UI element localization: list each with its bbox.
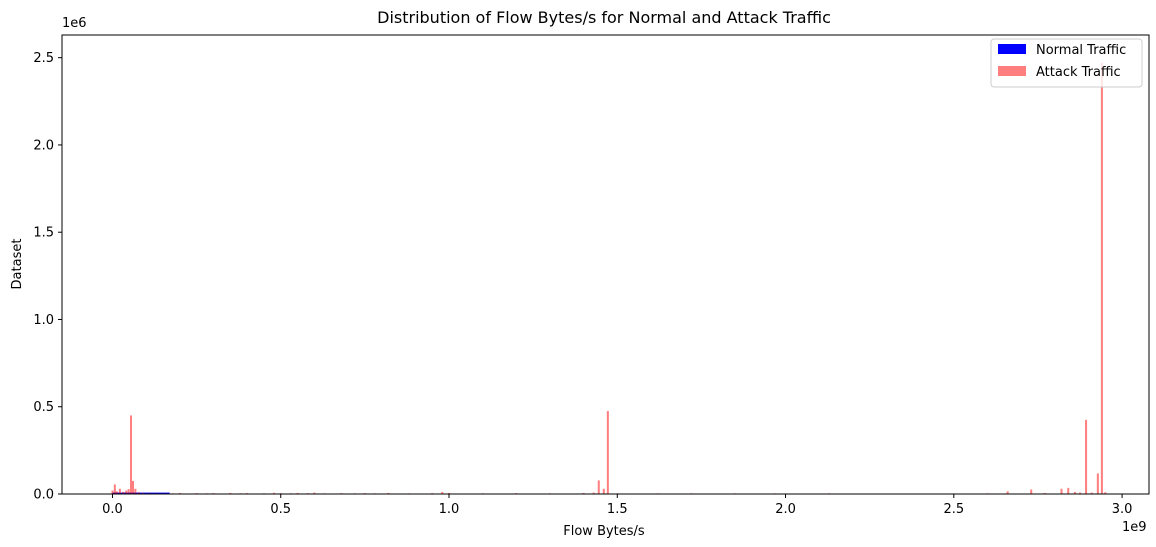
- attack-traffic-bar: [1085, 419, 1088, 494]
- attack-traffic-bar: [131, 480, 135, 494]
- x-tick-label: 0.0: [102, 502, 123, 517]
- attack-traffic-bar: [606, 411, 609, 494]
- x-tick-label: 2.0: [775, 502, 796, 517]
- y-tick-label: 0.0: [33, 488, 54, 503]
- x-axis-label: Flow Bytes/s: [563, 524, 645, 539]
- plot-frame: [61, 34, 1150, 495]
- attack-traffic-bar: [111, 490, 114, 494]
- y-offset-label: 1e6: [62, 16, 87, 31]
- attack-traffic-bar: [137, 492, 140, 494]
- x-offset-label: 1e9: [1122, 520, 1147, 535]
- attack-traffic-bar: [592, 492, 595, 494]
- attack-traffic-bar: [113, 484, 116, 494]
- attack-traffic-bar: [273, 492, 276, 494]
- legend-swatch-attack: [998, 66, 1026, 76]
- attack-traffic-bar: [178, 492, 181, 494]
- y-axis: 0.0 0.5 1.0 1.5 2.0 2.5: [33, 51, 62, 503]
- attack-traffic-bar: [1073, 491, 1076, 494]
- attack-traffic-bar: [118, 488, 121, 494]
- attack-traffic-bar: [1096, 473, 1099, 494]
- attack-traffic-bar: [387, 492, 390, 494]
- y-tick-label: 1.5: [33, 226, 54, 241]
- attack-traffic-bar: [1006, 491, 1009, 494]
- attack-traffic-bar: [582, 492, 585, 494]
- attack-traffic-bar: [141, 492, 144, 494]
- attack-traffic-bar: [125, 490, 128, 494]
- attack-traffic-bar: [1104, 492, 1107, 494]
- y-axis-label: Dataset: [10, 239, 25, 290]
- attack-traffic-bar: [134, 488, 137, 494]
- attack-traffic-bar: [115, 491, 118, 494]
- chart-title: Distribution of Flow Bytes/s for Normal …: [377, 8, 831, 27]
- x-tick-label: 1.0: [439, 502, 460, 517]
- attack-traffic-bar: [597, 480, 600, 494]
- attack-traffic-bar: [313, 492, 316, 494]
- x-axis: 0.0 0.5 1.0 1.5 2.0 2.5 3.0: [102, 494, 1132, 517]
- attack-traffic-bar: [1067, 487, 1070, 494]
- legend: Normal Traffic Attack Traffic: [990, 38, 1143, 88]
- x-tick-label: 2.5: [943, 502, 964, 517]
- attack-traffic-bar: [602, 488, 605, 494]
- y-tick-label: 1.0: [33, 313, 54, 328]
- attack-traffic-bar: [296, 492, 299, 494]
- attack-traffic-bar: [122, 491, 125, 494]
- attack-traffic-bar: [441, 491, 444, 494]
- attack-traffic-bar: [1043, 492, 1046, 494]
- legend-box: [990, 38, 1143, 88]
- attack-traffic-bar: [229, 492, 232, 494]
- y-tick-label: 2.5: [33, 51, 54, 66]
- legend-label-normal: Normal Traffic: [1036, 43, 1126, 58]
- attack-traffic-bar: [1060, 488, 1063, 494]
- x-tick-label: 3.0: [1112, 502, 1133, 517]
- attack-traffic-bar: [1090, 492, 1093, 494]
- attack-traffic-bar: [129, 415, 132, 494]
- attack-traffic-bar: [127, 489, 130, 494]
- y-tick-label: 0.5: [33, 400, 54, 415]
- attack-traffic-bar: [1079, 492, 1082, 494]
- attack-traffic-bar: [1100, 62, 1103, 495]
- x-tick-label: 0.5: [270, 502, 291, 517]
- attack-traffic-bar: [448, 492, 451, 494]
- plot-area: [111, 62, 1107, 495]
- x-tick-label: 1.5: [607, 502, 628, 517]
- normal-traffic-bar: [112, 492, 170, 494]
- legend-swatch-normal: [998, 44, 1026, 54]
- y-tick-label: 2.0: [33, 138, 54, 153]
- attack-traffic-bar: [1030, 489, 1033, 494]
- legend-label-attack: Attack Traffic: [1036, 65, 1121, 80]
